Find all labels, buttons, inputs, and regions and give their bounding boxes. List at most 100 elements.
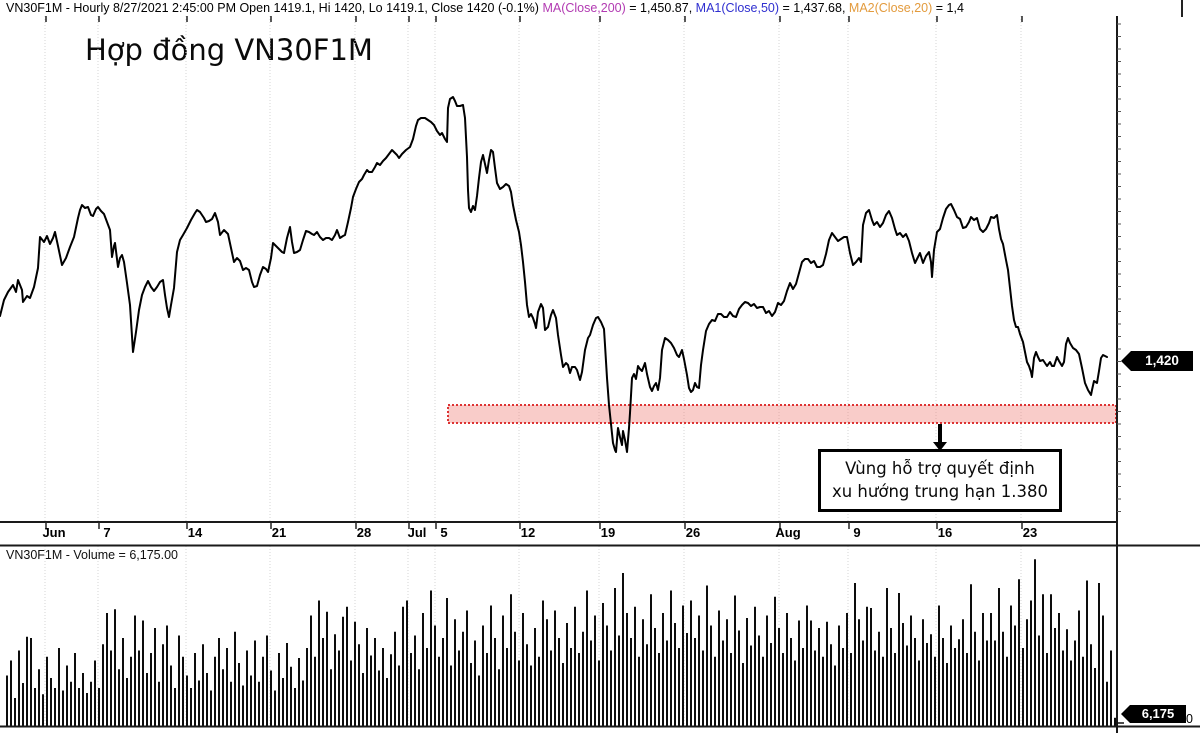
volume-bar bbox=[354, 621, 356, 726]
volume-bar bbox=[346, 606, 348, 726]
volume-bar bbox=[382, 648, 384, 726]
volume-bar bbox=[762, 656, 764, 726]
volume-bar bbox=[154, 628, 156, 726]
volume-bar bbox=[1018, 579, 1020, 726]
volume-bar bbox=[34, 688, 36, 726]
support-zone bbox=[447, 404, 1117, 424]
volume-bar bbox=[570, 648, 572, 726]
volume-bar bbox=[826, 621, 828, 726]
volume-bar bbox=[602, 603, 604, 726]
volume-bar bbox=[26, 636, 28, 726]
volume-bar bbox=[1030, 600, 1032, 726]
x-axis-label: 28 bbox=[356, 525, 372, 540]
volume-bar bbox=[230, 681, 232, 726]
volume-bar bbox=[1046, 653, 1048, 726]
last-price-tag: 1,420 bbox=[1121, 351, 1193, 371]
volume-bar bbox=[366, 628, 368, 726]
volume-bar bbox=[994, 640, 996, 726]
down-arrow-icon bbox=[933, 424, 947, 451]
volume-bar bbox=[1082, 656, 1084, 726]
volume-bar bbox=[434, 625, 436, 726]
volume-bar bbox=[82, 673, 84, 726]
value-axis[interactable] bbox=[1117, 16, 1200, 733]
volume-bar bbox=[162, 644, 164, 726]
volume-bar bbox=[278, 653, 280, 726]
volume-bar bbox=[66, 665, 68, 726]
volume-bar bbox=[406, 600, 408, 726]
volume-bar bbox=[370, 655, 372, 726]
volume-bar bbox=[634, 606, 636, 726]
x-axis-label: 26 bbox=[685, 525, 701, 540]
volume-bar bbox=[622, 573, 624, 726]
volume-bar bbox=[858, 619, 860, 726]
volume-bar bbox=[134, 615, 136, 726]
volume-bar bbox=[394, 631, 396, 726]
x-axis-label: 19 bbox=[600, 525, 616, 540]
ohlc-header-segment: MA2(Close,20) bbox=[848, 1, 933, 15]
volume-bar bbox=[330, 669, 332, 726]
volume-bar bbox=[142, 620, 144, 726]
volume-bar bbox=[958, 639, 960, 726]
volume-bar bbox=[1014, 625, 1016, 726]
volume-bar bbox=[490, 605, 492, 726]
volume-bar bbox=[410, 653, 412, 726]
volume-bar bbox=[642, 619, 644, 726]
volume-bar bbox=[618, 635, 620, 726]
volume-bar bbox=[874, 650, 876, 726]
volume-bar bbox=[610, 650, 612, 726]
ohlc-header-segment: MA(Close,200) bbox=[542, 1, 626, 15]
x-axis-label: 9 bbox=[853, 525, 861, 540]
volume-bar bbox=[302, 680, 304, 726]
volume-bar bbox=[790, 638, 792, 726]
volume-bar bbox=[682, 605, 684, 726]
volume-bar bbox=[226, 648, 228, 726]
volume-bar bbox=[782, 653, 784, 726]
volume-bar bbox=[390, 654, 392, 726]
volume-bar bbox=[970, 584, 972, 726]
volume-bar bbox=[914, 638, 916, 726]
volume-bar bbox=[1114, 717, 1116, 726]
price-line bbox=[0, 96, 1108, 453]
volume-bar bbox=[554, 610, 556, 726]
x-axis-label: 23 bbox=[1022, 525, 1038, 540]
volume-bar bbox=[486, 653, 488, 726]
volume-bar bbox=[402, 606, 404, 726]
volume-bar bbox=[1090, 644, 1092, 726]
volume-bar bbox=[246, 650, 248, 726]
volume-bar bbox=[130, 656, 132, 726]
x-axis-label: 12 bbox=[520, 525, 536, 540]
volume-bar bbox=[258, 681, 260, 726]
volume-bar bbox=[838, 625, 840, 726]
volume-bar bbox=[798, 620, 800, 726]
volume-bar bbox=[966, 653, 968, 726]
volume-bar bbox=[574, 606, 576, 726]
volume-bar bbox=[974, 631, 976, 726]
volume-bar bbox=[446, 598, 448, 726]
volume-bar bbox=[158, 681, 160, 726]
volume-bar bbox=[1070, 660, 1072, 726]
volume-bar bbox=[694, 638, 696, 726]
volume-bar bbox=[46, 656, 48, 726]
volume-bar bbox=[74, 653, 76, 726]
volume-bar bbox=[482, 625, 484, 726]
volume-bar bbox=[502, 615, 504, 726]
volume-bar bbox=[942, 638, 944, 726]
volume-bar bbox=[678, 648, 680, 726]
volume-bar bbox=[802, 648, 804, 726]
volume-bar bbox=[10, 660, 12, 726]
volume-bar bbox=[1102, 615, 1104, 726]
annotation-line2: xu hướng trung hạn 1.380 bbox=[831, 481, 1049, 501]
volume-bar bbox=[562, 663, 564, 726]
volume-bar bbox=[462, 631, 464, 726]
volume-bar bbox=[290, 666, 292, 726]
volume-bar bbox=[314, 656, 316, 726]
volume-bar bbox=[70, 681, 72, 726]
volume-bar bbox=[578, 653, 580, 726]
volume-bar bbox=[478, 675, 480, 726]
volume-bar bbox=[510, 594, 512, 726]
volume-bar bbox=[582, 631, 584, 726]
support-annotation-box[interactable]: Vùng hỗ trợ quyết định xu hướng trung hạ… bbox=[818, 449, 1062, 512]
volume-bar bbox=[442, 638, 444, 726]
volume-bar bbox=[378, 670, 380, 726]
